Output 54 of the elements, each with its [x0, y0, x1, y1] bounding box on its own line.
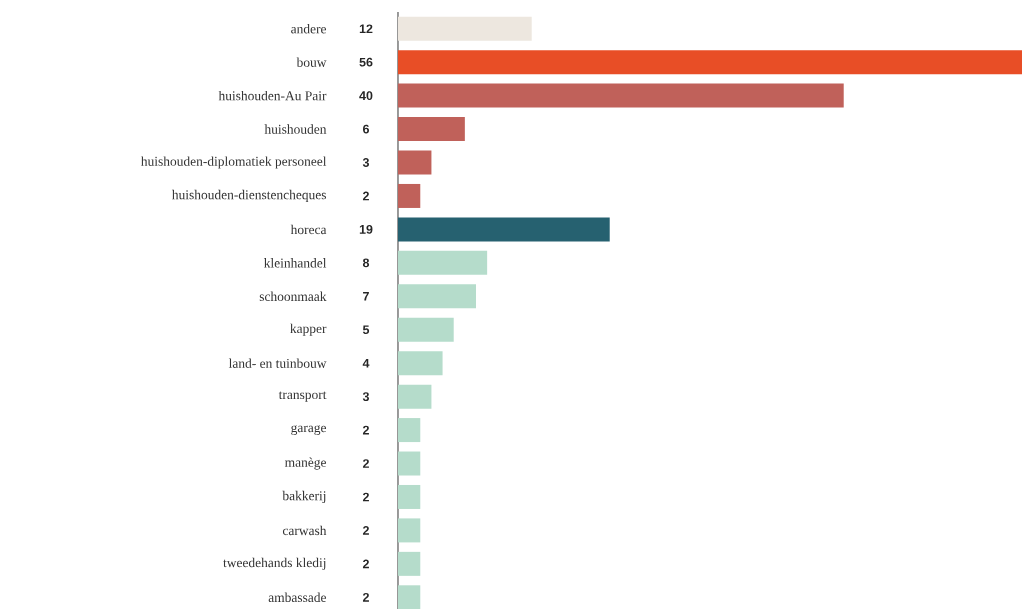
y-tick-label: kapper	[290, 323, 327, 336]
data-label: 12	[359, 24, 373, 34]
y-tick-label: ambassade	[268, 592, 327, 603]
y-tick-label: carwash	[282, 525, 327, 536]
data-label: 8	[362, 258, 370, 268]
bar	[398, 183, 421, 208]
data-label: 6	[362, 124, 369, 134]
bar	[398, 351, 443, 376]
data-label: 7	[363, 292, 369, 301]
y-tick-label: tweedehands kledij	[223, 557, 326, 570]
y-tick-label: huishouden-Au Pair	[218, 90, 327, 101]
data-label: 3	[362, 392, 369, 402]
data-label: 40	[359, 91, 373, 101]
bar	[398, 50, 1022, 75]
y-tick-label: bouw	[296, 57, 327, 67]
data-label: 2	[362, 559, 369, 569]
y-tick-label: bakkerij	[282, 490, 326, 504]
bar	[398, 250, 488, 275]
data-label: 4	[362, 358, 370, 368]
bar	[398, 83, 844, 108]
y-tick-label: andere	[291, 24, 327, 34]
data-label: 2	[362, 425, 369, 435]
bar	[398, 284, 476, 309]
y-tick-label: huishouden-dienstencheques	[171, 189, 326, 203]
data-label: 2	[362, 191, 369, 201]
bar	[398, 551, 421, 576]
bar	[398, 117, 465, 142]
y-tick-label: huishouden	[264, 124, 327, 134]
bar	[398, 317, 454, 342]
y-tick-label: kleinhandel	[263, 258, 327, 268]
data-label: 5	[362, 325, 370, 335]
data-label: 2	[362, 592, 369, 602]
bar	[398, 150, 432, 175]
data-label: 56	[359, 57, 373, 67]
y-tick-label: transport	[278, 391, 327, 402]
data-label: 2	[362, 459, 369, 468]
bar	[398, 518, 421, 543]
y-tick-label: huishouden-diplomatiek personeel	[140, 156, 327, 169]
data-label: 19	[359, 225, 373, 234]
bar	[398, 585, 421, 609]
bar	[398, 217, 610, 242]
bar	[398, 484, 421, 509]
y-tick-label: schoonmaak	[259, 291, 327, 302]
y-tick-label: garage	[291, 425, 327, 435]
bar	[398, 384, 432, 409]
bar	[398, 418, 421, 443]
data-label: 3	[362, 158, 369, 167]
y-tick-label: manège	[284, 457, 327, 470]
y-tick-label: land- en tuinbouw	[228, 358, 327, 368]
bar	[398, 451, 421, 476]
data-label: 2	[362, 526, 369, 535]
data-label: 2	[362, 492, 369, 502]
bar	[398, 16, 532, 41]
y-tick-label: horeca	[290, 224, 327, 235]
